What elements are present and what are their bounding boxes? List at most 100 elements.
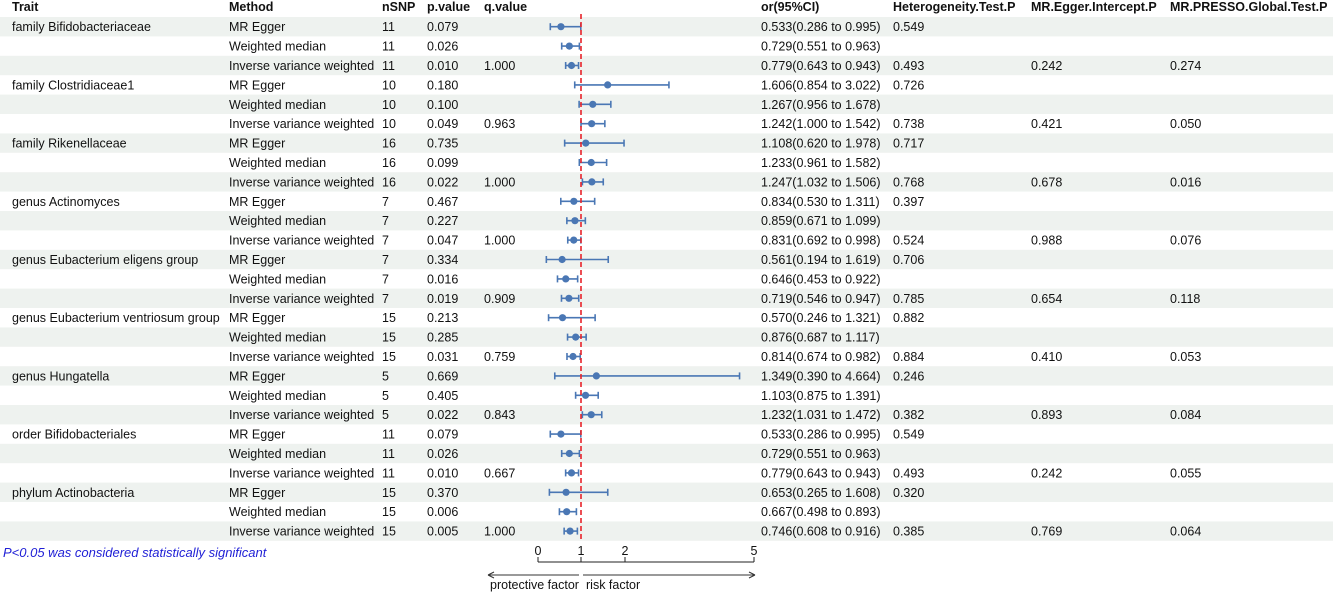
cell-nsnp: 15 <box>382 525 396 539</box>
cell-egger: 0.769 <box>1031 525 1062 539</box>
protective-arrow-head <box>487 571 495 579</box>
cell-method: MR Egger <box>229 20 285 34</box>
shaded-row <box>0 327 1333 347</box>
cell-method: Inverse variance weighted <box>229 234 374 248</box>
cell-method: Inverse variance weighted <box>229 466 374 480</box>
plot-area <box>487 14 756 579</box>
or-point <box>567 61 576 70</box>
cell-nsnp: 7 <box>382 214 389 228</box>
cell-qval: 0.667 <box>484 466 515 480</box>
or-point <box>588 178 596 186</box>
cell-het: 0.493 <box>893 59 924 73</box>
cell-trait: phylum Actinobacteria <box>12 486 134 500</box>
cell-egger: 0.654 <box>1031 292 1062 306</box>
protective-factor-label: protective factor <box>490 578 579 592</box>
cell-pval: 0.019 <box>427 292 458 306</box>
cell-nsnp: 10 <box>382 117 396 131</box>
cell-nsnp: 7 <box>382 292 389 306</box>
row-shading <box>0 17 1333 541</box>
cell-het: 0.726 <box>893 78 924 92</box>
table-text: Trait Method nSNP p.value q.value or(95%CI) He… <box>3 0 1327 592</box>
cell-or_text: 0.779(0.643 to 0.943) <box>761 466 881 480</box>
cell-method: MR Egger <box>229 428 285 442</box>
header-qvalue: q.value <box>484 0 527 14</box>
cell-het: 0.882 <box>893 311 924 325</box>
cell-pval: 0.285 <box>427 331 458 345</box>
cell-pval: 0.334 <box>427 253 458 267</box>
cell-nsnp: 10 <box>382 78 396 92</box>
shaded-row <box>0 482 1333 502</box>
cell-presso: 0.084 <box>1170 408 1201 422</box>
cell-nsnp: 16 <box>382 156 396 170</box>
cell-nsnp: 16 <box>382 175 396 189</box>
cell-or_text: 1.606(0.854 to 3.022) <box>761 78 881 92</box>
cell-or_text: 0.834(0.530 to 1.311) <box>761 195 880 209</box>
or-point <box>582 139 590 147</box>
cell-pval: 0.006 <box>427 505 458 519</box>
cell-trait: family Clostridiaceae1 <box>12 78 134 92</box>
cell-nsnp: 5 <box>382 389 389 403</box>
cell-het: 0.397 <box>893 195 924 209</box>
cell-nsnp: 5 <box>382 408 389 422</box>
cell-het: 0.549 <box>893 20 924 34</box>
or-point <box>581 391 590 399</box>
cell-pval: 0.010 <box>427 59 458 73</box>
cell-presso: 0.016 <box>1170 175 1201 189</box>
cell-or_text: 0.667(0.498 to 0.893) <box>761 505 881 519</box>
shaded-row <box>0 249 1333 270</box>
or-point <box>587 411 595 419</box>
cell-or_text: 0.561(0.194 to 1.619) <box>761 253 881 267</box>
cell-nsnp: 11 <box>382 40 395 54</box>
cell-presso: 0.076 <box>1170 234 1201 248</box>
cell-method: MR Egger <box>229 137 285 151</box>
cell-pval: 0.227 <box>427 214 458 228</box>
cell-nsnp: 15 <box>382 350 396 364</box>
header-egger-intercept: MR.Egger.Intercept.P <box>1031 0 1157 14</box>
shaded-row <box>0 17 1333 37</box>
cell-qval: 1.000 <box>484 525 515 539</box>
cell-pval: 0.370 <box>427 486 458 500</box>
cell-pval: 0.100 <box>427 98 458 112</box>
cell-or_text: 0.729(0.551 to 0.963) <box>761 447 881 461</box>
header-heterogeneity: Heterogeneity.Test.P <box>893 0 1016 14</box>
cell-or_text: 0.646(0.453 to 0.922) <box>761 272 881 286</box>
cell-pval: 0.026 <box>427 40 458 54</box>
cell-or_text: 0.533(0.286 to 0.995) <box>761 20 881 34</box>
cell-pval: 0.022 <box>427 175 458 189</box>
cell-pval: 0.079 <box>427 20 458 34</box>
cell-method: Weighted median <box>229 272 326 286</box>
cell-pval: 0.005 <box>427 525 458 539</box>
cell-het: 0.246 <box>893 369 924 383</box>
shaded-row <box>0 211 1333 231</box>
cell-pval: 0.735 <box>427 137 458 151</box>
cell-egger: 0.410 <box>1031 350 1062 364</box>
cell-presso: 0.064 <box>1170 525 1201 539</box>
cell-or_text: 1.267(0.956 to 1.678) <box>761 98 881 112</box>
cell-qval: 0.843 <box>484 408 515 422</box>
cell-nsnp: 15 <box>382 331 396 345</box>
or-point <box>562 275 570 283</box>
cell-or_text: 1.108(0.620 to 1.978) <box>761 137 881 151</box>
cell-trait: genus Hungatella <box>12 369 109 383</box>
cell-qval: 0.963 <box>484 117 515 131</box>
cell-trait: genus Actinomyces <box>12 195 120 209</box>
cell-pval: 0.010 <box>427 466 458 480</box>
cell-method: Inverse variance weighted <box>229 59 374 73</box>
cell-method: Inverse variance weighted <box>229 525 374 539</box>
cell-method: Weighted median <box>229 214 326 228</box>
cell-method: Inverse variance weighted <box>229 175 374 189</box>
cell-pval: 0.026 <box>427 447 458 461</box>
or-point <box>571 217 579 225</box>
cell-het: 0.493 <box>893 466 924 480</box>
cell-or_text: 1.103(0.875 to 1.391) <box>761 389 881 403</box>
cell-method: MR Egger <box>229 311 285 325</box>
cell-qval: 1.000 <box>484 175 515 189</box>
or-point <box>570 236 578 244</box>
cell-presso: 0.274 <box>1170 59 1201 73</box>
cell-method: MR Egger <box>229 369 285 383</box>
cell-method: Inverse variance weighted <box>229 350 374 364</box>
or-point <box>565 449 573 458</box>
cell-method: MR Egger <box>229 486 285 500</box>
cell-nsnp: 16 <box>382 137 396 151</box>
or-point <box>565 42 573 50</box>
